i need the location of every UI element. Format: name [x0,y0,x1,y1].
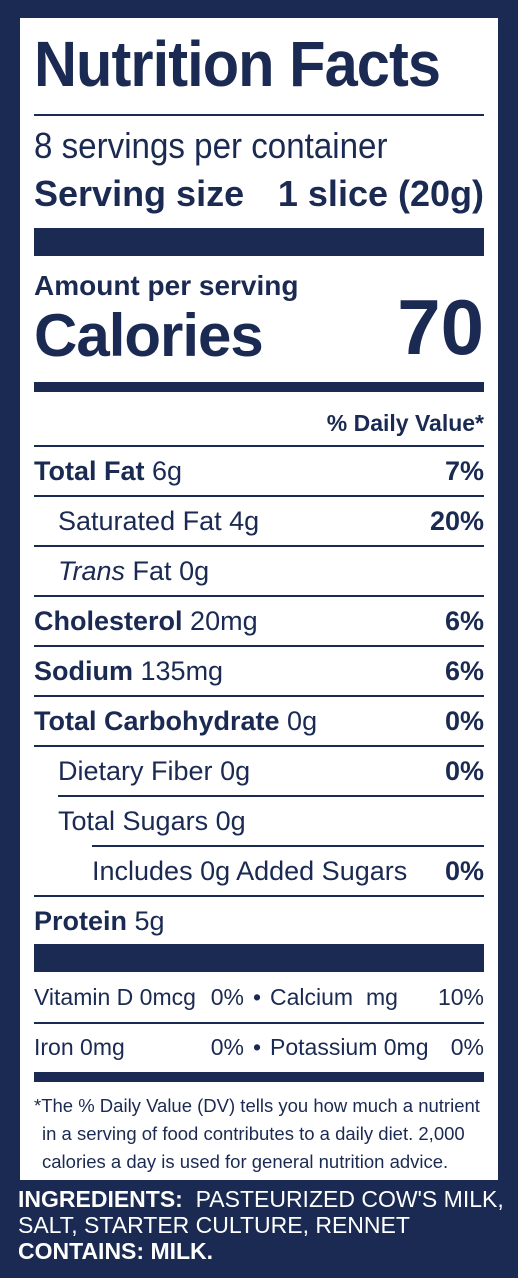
servings-per-container: 8 servings per container [34,125,388,166]
bullet: • [252,983,262,1010]
vitamin-row-1: Vitamin D 0mcg 0% • Calcium mg 10% [34,972,484,1022]
nutrient-dv: 20% [429,505,484,536]
ingredients-text: PASTEURIZED COW'S MILK, [195,1186,504,1212]
nutrient-name: Saturated Fat [58,505,222,536]
nutrient-amount: 0g [215,805,246,836]
nutrient-name-italic: Trans [58,555,126,586]
nutrient-name: Protein [34,905,128,936]
nutrient-row-sodium: Sodium 135mg 6% [34,645,484,696]
nutrient-amount: 0g [287,705,318,736]
footnote-line: calories a day is used for general nutri… [42,1151,449,1172]
thick-divider [34,228,484,256]
nutrient-amount: 135mg [140,655,224,686]
nutrient-amount: 5g [134,905,165,936]
nutrient-row-total-sugars: Total Sugars 0g [34,795,484,846]
nutrient-row-dietary-fiber: Dietary Fiber 0g 0% [34,745,484,796]
label-title: Nutrition Facts [34,28,441,100]
nutrient-dv: 0% [444,705,484,736]
nutrient-amount: 0g [179,555,210,586]
footnote-line: in a serving of food contributes to a da… [42,1123,465,1144]
vitamin-name: Iron 0mg [34,1033,125,1060]
ingredients-label: INGREDIENTS: [18,1186,183,1212]
nutrient-row-added-sugars: Includes 0g Added Sugars 0% [34,845,484,896]
calories-label: Calories [34,302,264,369]
nutrient-name: Fat [132,555,172,586]
mineral-amount: mg [366,983,398,1010]
bullet: • [252,1033,262,1060]
ingredients-text-2: SALT, STARTER CULTURE, RENNET [18,1212,410,1238]
calories-row: Calories 70 [34,284,484,366]
vitamin-row-2: Iron 0mg 0% • Potassium 0mg 0% [34,1022,484,1072]
nutrient-dv: 6% [444,605,484,636]
nutrient-name: Dietary Fiber [58,755,213,786]
nutrient-dv: 6% [444,655,484,686]
mineral-name: Calcium [270,983,354,1010]
calories-value: 70 [397,283,484,371]
nutrient-amount: 20mg [190,605,258,636]
footnote: *The % Daily Value (DV) tells you how mu… [34,1092,490,1176]
nutrient-row-total-fat: Total Fat 6g 7% [34,445,484,496]
nutrient-dv: 7% [444,455,484,486]
nutrient-name: Includes 0g Added Sugars [92,855,408,886]
nutrient-amount: 4g [229,505,260,536]
medium-divider [34,382,484,392]
serving-size-row: Serving size 1 slice (20g) [34,176,484,212]
nutrient-amount: 6g [152,455,183,486]
nutrient-name: Total Carbohydrate [34,705,280,736]
nutrient-name: Cholesterol [34,605,183,636]
nutrient-dv: 0% [444,755,484,786]
mineral-dv: 10% [437,983,484,1010]
nutrient-name: Total Fat [34,455,145,486]
serving-size-value: 1 slice (20g) [277,173,484,214]
footnote-line: *The % Daily Value (DV) tells you how mu… [34,1095,480,1116]
nutrient-name: Total Sugars [58,805,209,836]
nutrient-row-trans-fat: Trans Fat 0g [34,545,484,596]
medium-divider [34,1072,484,1082]
divider [34,114,484,116]
divider [34,1022,484,1024]
mineral-name: Potassium 0mg [270,1033,429,1060]
thick-divider [34,944,484,972]
daily-value-header: % Daily Value* [326,410,484,436]
nutrient-row-total-carbohydrate: Total Carbohydrate 0g 0% [34,695,484,746]
vitamin-dv: 0% [210,983,244,1010]
ingredients-block: INGREDIENTS: PASTEURIZED COW'S MILK, SAL… [18,1186,508,1264]
nutrient-row-protein: Protein 5g [34,895,484,946]
vitamin-dv: 0% [210,1033,244,1060]
nutrient-row-saturated-fat: Saturated Fat 4g 20% [34,495,484,546]
vitamin-name: Vitamin D 0mcg [34,983,196,1010]
serving-size-label: Serving size [34,173,245,214]
nutrient-row-cholesterol: Cholesterol 20mg 6% [34,595,484,646]
nutrient-amount: 0g [220,755,251,786]
mineral-dv: 0% [450,1033,484,1060]
nutrition-facts-panel: Nutrition Facts 8 servings per container… [20,18,498,1180]
nutrient-dv: 0% [444,855,484,886]
amount-per-serving: Amount per serving [34,270,299,301]
nutrient-name: Sodium [34,655,133,686]
contains-label: CONTAINS: MILK. [18,1238,214,1264]
